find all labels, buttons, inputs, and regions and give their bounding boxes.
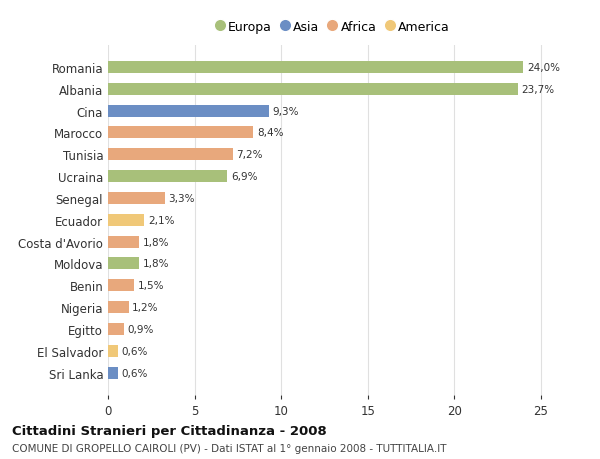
Text: 1,5%: 1,5% xyxy=(137,281,164,291)
Bar xyxy=(108,345,118,357)
Bar xyxy=(108,192,165,205)
Text: 3,3%: 3,3% xyxy=(169,194,195,203)
Bar xyxy=(108,258,139,270)
Text: 2,1%: 2,1% xyxy=(148,215,175,225)
Bar xyxy=(108,106,269,118)
Bar xyxy=(108,214,145,226)
Bar xyxy=(108,302,129,313)
Text: 0,9%: 0,9% xyxy=(127,325,154,334)
Bar xyxy=(108,127,253,139)
Bar xyxy=(108,149,233,161)
Text: 8,4%: 8,4% xyxy=(257,128,283,138)
Text: COMUNE DI GROPELLO CAIROLI (PV) - Dati ISTAT al 1° gennaio 2008 - TUTTITALIA.IT: COMUNE DI GROPELLO CAIROLI (PV) - Dati I… xyxy=(12,443,446,453)
Bar xyxy=(108,62,523,74)
Bar xyxy=(108,84,518,95)
Text: 9,3%: 9,3% xyxy=(272,106,299,116)
Text: 0,6%: 0,6% xyxy=(122,346,148,356)
Bar xyxy=(108,236,139,248)
Bar xyxy=(108,280,134,292)
Text: 23,7%: 23,7% xyxy=(521,84,555,95)
Bar xyxy=(108,367,118,379)
Text: Cittadini Stranieri per Cittadinanza - 2008: Cittadini Stranieri per Cittadinanza - 2… xyxy=(12,424,327,437)
Text: 7,2%: 7,2% xyxy=(236,150,263,160)
Text: 1,8%: 1,8% xyxy=(143,237,169,247)
Bar xyxy=(108,323,124,335)
Bar xyxy=(108,171,227,183)
Text: 6,9%: 6,9% xyxy=(231,172,257,182)
Text: 1,8%: 1,8% xyxy=(143,259,169,269)
Legend: Europa, Asia, Africa, America: Europa, Asia, Africa, America xyxy=(213,17,453,38)
Text: 1,2%: 1,2% xyxy=(132,302,159,313)
Text: 24,0%: 24,0% xyxy=(527,63,560,73)
Text: 0,6%: 0,6% xyxy=(122,368,148,378)
